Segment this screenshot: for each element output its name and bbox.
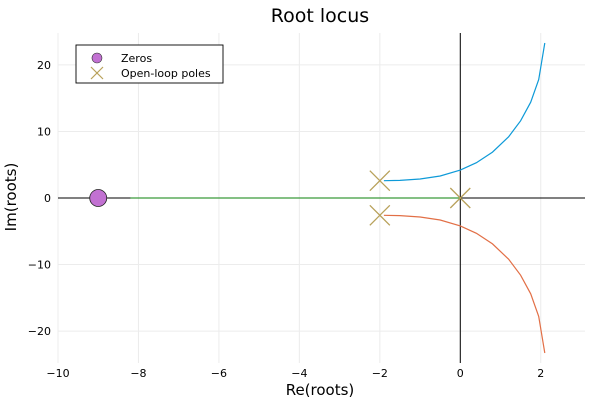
zero-marker <box>89 189 108 207</box>
legend-zeros-marker <box>91 52 103 64</box>
y-axis-label: Im(roots) <box>2 163 20 232</box>
pole-marker <box>449 187 471 209</box>
x-tick-label: 0 <box>457 367 464 380</box>
pole-marker-stroke <box>369 170 391 192</box>
x-tick-label: −4 <box>291 367 307 380</box>
y-tick-label: 10 <box>37 125 51 138</box>
chart-title: Root locus <box>271 5 369 27</box>
pole-marker-stroke <box>369 204 391 226</box>
x-axis-label: Re(roots) <box>286 381 355 399</box>
legend: Zeros Open-loop poles <box>75 44 224 84</box>
pole-marker-stroke <box>449 187 471 209</box>
y-tick-label: −20 <box>28 325 51 338</box>
x-tick-label: 2 <box>537 367 544 380</box>
x-tick-label: −6 <box>211 367 227 380</box>
y-tick-label: 0 <box>44 192 51 205</box>
y-tick-label: −10 <box>28 259 51 272</box>
legend-zeros-label: Zeros <box>121 52 152 65</box>
series-line-1 <box>383 42 546 182</box>
series-lines <box>130 42 546 354</box>
pole-marker <box>369 170 391 192</box>
series-line-2 <box>383 214 546 354</box>
x-tick-label: −2 <box>372 367 388 380</box>
x-tick-label: −10 <box>46 367 69 380</box>
legend-poles-marker <box>90 66 104 80</box>
x-tick-label: −8 <box>130 367 146 380</box>
y-tick-label: 20 <box>37 59 51 72</box>
pole-marker <box>369 204 391 226</box>
legend-poles-label: Open-loop poles <box>121 67 211 80</box>
markers <box>89 170 471 226</box>
